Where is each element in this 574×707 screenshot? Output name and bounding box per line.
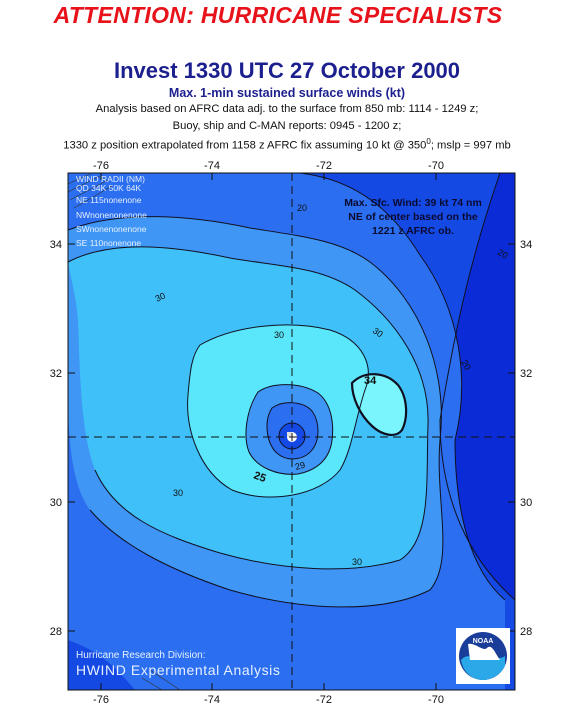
page-subtitle: Max. 1-min sustained surface winds (kt) [168,86,406,100]
position-text: 1330 z position extrapolated from 1158 z… [63,139,427,152]
position-text-end: ; mslp = 997 mb [430,139,511,152]
lat-label: 28 [520,626,532,638]
wind-map: -76 -74 -72 -70 -76 -74 -72 -70 34 32 30… [50,160,533,706]
page-title: Invest 1330 UTC 27 October 2000 [113,58,461,83]
contour-label: 20 [459,358,473,372]
max-wind-line: 1221 z AFRC ob. [372,225,454,237]
contour-labels: 20 30 30 30 30 30 20 34 25 29 20 [154,203,510,567]
wind-radii-row: SWnonenonenone [76,224,147,234]
tick-marks [68,173,515,690]
lon-labels-top: -76 -74 -72 -70 [93,160,444,172]
map-frame [67,172,516,691]
lon-label: -76 [93,694,109,706]
crosshair [68,173,515,690]
contour-label: 25 [252,470,268,485]
degree-sup: 0 [426,137,431,146]
noaa-logo-text: NOAA [473,638,494,645]
wind-radii-box: WIND RADII (NM) QD 34K 50K 64K NE 115non… [76,174,147,248]
lon-label: -70 [428,160,444,172]
lat-label: 34 [520,239,532,251]
wind-radii-row: NWnonenonenone [76,210,147,220]
credit-division: Hurricane Research Division: [76,650,206,661]
lat-label: 32 [520,368,532,380]
lon-labels-bottom: -76 -74 -72 -70 [93,694,444,706]
contour-label: 20 [297,203,307,213]
lat-labels-left: 34 32 30 28 [50,239,62,638]
lat-label: 28 [50,626,62,638]
lon-label: -76 [93,160,109,172]
lat-label: 34 [50,239,62,251]
contour-lines [68,173,515,608]
contour-label: 34 [364,375,377,387]
lon-label: -74 [204,160,220,172]
attention-banner: ATTENTION: HURRICANE SPECIALISTS [53,2,503,28]
max-wind-note: Max. Sfc. Wind: 39 kt 74 nm NE of center… [344,197,482,237]
wind-radii-row: NE 115nonenone [76,195,142,205]
contour-label: 30 [173,488,183,498]
lat-label: 30 [50,497,62,509]
position-line: 1330 z position extrapolated from 1158 z… [0,137,574,152]
reports-line: Buoy, ship and C-MAN reports: 0945 - 120… [172,120,402,132]
lat-label: 32 [50,368,62,380]
wind-field [68,173,515,690]
coastline-streaks [68,173,181,690]
contour-label: 30 [352,557,362,567]
max-wind-line: Max. Sfc. Wind: 39 kt 74 nm [344,197,482,209]
wind-radii-header: QD 34K 50K 64K [76,183,142,193]
lon-label: -70 [428,694,444,706]
credit-hwind: HWIND Experimental Analysis [76,662,280,678]
wind-radii-title: WIND RADII (NM) [76,174,145,184]
max-wind-contour [350,373,408,436]
noaa-logo: NOAA [456,628,510,684]
contour-label: 20 [496,247,510,261]
noaa-logo-wave [461,656,505,680]
noaa-logo-bird [468,643,500,660]
lat-label: 30 [520,497,532,509]
contour-label: 30 [371,325,385,339]
wind-radii-row: SE 110nonenone [76,238,141,248]
contour-label: 30 [154,291,167,304]
lon-label: -74 [204,694,220,706]
lon-label: -72 [316,694,332,706]
analysis-line: Analysis based on AFRC data adj. to the … [95,103,479,115]
lat-labels-right: 34 32 30 28 [520,239,532,638]
contour-label: 29 [294,460,306,472]
max-wind-line: NE of center based on the [348,211,478,223]
storm-center-marker [287,432,292,437]
lon-label: -72 [316,160,332,172]
contour-label: 30 [274,330,284,340]
